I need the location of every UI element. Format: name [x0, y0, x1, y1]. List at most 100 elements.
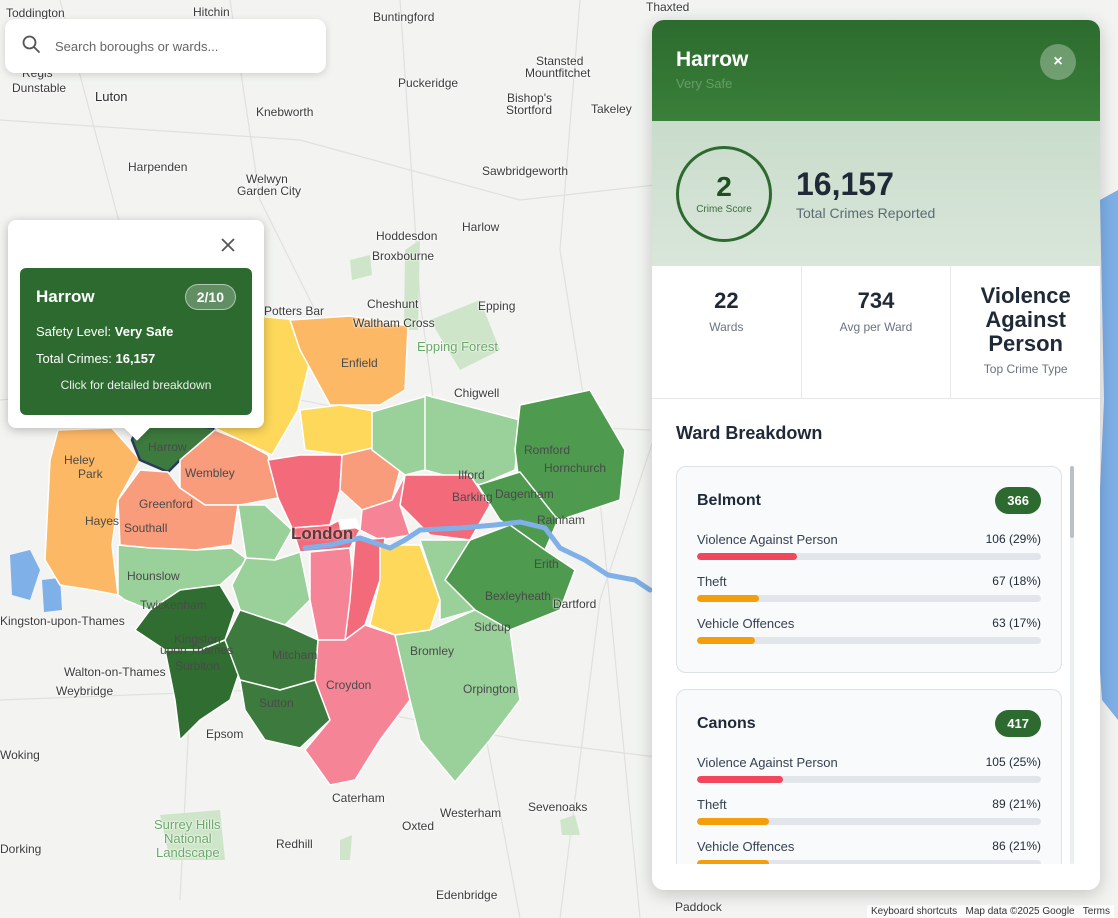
- ward-list-scrollbar[interactable]: [1070, 466, 1074, 864]
- crime-score-value: 2: [716, 171, 732, 202]
- crime-count: 86 (21%): [992, 839, 1041, 853]
- stat-avg-per-ward: 734 Avg per Ward: [802, 266, 952, 398]
- ward-name: Canons: [697, 714, 756, 732]
- ward-card[interactable]: Belmont 366 Violence Against Person 106 (…: [676, 466, 1062, 673]
- place-label: Romford: [524, 443, 571, 457]
- place-label: Edenbridge: [436, 888, 498, 902]
- crime-type: Theft: [697, 797, 727, 812]
- place-label: Buntingford: [373, 10, 435, 24]
- place-label: Bromley: [410, 644, 455, 658]
- panel-subtitle: Very Safe: [676, 76, 733, 91]
- place-label: Enfield: [341, 356, 378, 370]
- crime-bar: [697, 860, 1041, 864]
- place-label: Mitcham: [272, 648, 318, 662]
- place-label: Puckeridge: [398, 76, 459, 90]
- stat-label: Avg per Ward: [839, 320, 913, 334]
- place-label: Dartford: [553, 597, 597, 611]
- terms-link[interactable]: Terms: [1082, 906, 1110, 917]
- stat-value: 22: [714, 288, 739, 313]
- place-label: Kingston: [174, 632, 221, 646]
- place-label: Cheshunt: [367, 297, 419, 311]
- place-label: Hoddesdon: [376, 229, 438, 243]
- popup-card[interactable]: Harrow 2/10 Safety Level: Very Safe Tota…: [20, 268, 252, 415]
- crime-bar: [697, 595, 1041, 602]
- place-label: Garden City: [237, 184, 302, 198]
- borough-popup: Harrow 2/10 Safety Level: Very Safe Tota…: [8, 220, 264, 428]
- stat-label: Top Crime Type: [983, 362, 1068, 376]
- place-label: Southall: [124, 521, 168, 535]
- crime-score-ring: 2 Crime Score: [676, 145, 772, 242]
- close-icon: [221, 238, 235, 252]
- ward-card[interactable]: Canons 417 Violence Against Person 105 (2…: [676, 689, 1062, 864]
- place-label: Potters Bar: [264, 304, 325, 318]
- popup-safety-row: Safety Level: Very Safe: [36, 324, 236, 339]
- stat-wards: 22 Wards: [652, 266, 802, 398]
- search-input[interactable]: [55, 38, 295, 54]
- panel-header: Harrow Very Safe ×: [652, 20, 1100, 121]
- place-label: Park: [78, 467, 103, 481]
- place-label: Luton: [95, 89, 128, 104]
- place-label: Caterham: [332, 791, 385, 805]
- crime-bar: [697, 553, 1041, 560]
- search-icon: [21, 34, 41, 59]
- popup-hint: Click for detailed breakdown: [60, 378, 212, 392]
- crime-type: Vehicle Offences: [697, 839, 795, 854]
- stat-top-crime: Violence Against Person Top Crime Type: [951, 266, 1100, 398]
- place-label: Dunstable: [12, 81, 67, 95]
- place-label: Chigwell: [454, 386, 500, 400]
- crime-bar: [697, 818, 1041, 825]
- place-label: Sevenoaks: [528, 800, 588, 814]
- stat-label: Wards: [709, 320, 744, 334]
- place-label: Stansted: [536, 54, 584, 68]
- ward-list[interactable]: Belmont 366 Violence Against Person 106 (…: [676, 466, 1070, 864]
- place-label: Harrow: [148, 440, 187, 454]
- crime-count: 106 (29%): [985, 532, 1041, 546]
- place-label: Woking: [0, 748, 40, 762]
- ward-name: Belmont: [697, 491, 761, 509]
- popup-safety-value: Very Safe: [114, 324, 174, 339]
- borough-detail-panel: Harrow Very Safe × 2 Crime Score 16,157 …: [652, 20, 1100, 890]
- search-bar: [5, 19, 326, 73]
- keyboard-shortcuts-link[interactable]: Keyboard shortcuts: [870, 906, 958, 917]
- map-attribution: Keyboard shortcuts Map data ©2025 Google…: [866, 905, 1114, 918]
- place-label: Barking: [452, 490, 493, 504]
- score-band: 2 Crime Score 16,157 Total Crimes Report…: [652, 121, 1100, 266]
- popup-close-button[interactable]: [216, 234, 240, 256]
- popup-safety-label: Safety Level:: [36, 324, 112, 339]
- total-crimes-value: 16,157: [796, 166, 894, 202]
- total-crimes: 16,157 Total Crimes Reported: [796, 166, 935, 221]
- crime-bar-fill: [697, 637, 756, 644]
- crime-bar-fill: [697, 776, 783, 783]
- popup-crimes-row: Total Crimes: 16,157: [36, 351, 236, 366]
- place-label-london: London: [291, 524, 354, 543]
- place-label: Westerham: [440, 806, 502, 820]
- place-label: Redhill: [276, 837, 313, 851]
- place-label: Kingston-upon-Thames: [0, 614, 125, 628]
- place-label: Hayes: [85, 514, 120, 528]
- panel-title: Harrow: [676, 48, 749, 71]
- crime-type: Vehicle Offences: [697, 616, 795, 631]
- panel-close-button[interactable]: ×: [1040, 44, 1076, 80]
- place-label: Hornchurch: [544, 461, 607, 475]
- place-label: Sutton: [259, 696, 294, 710]
- close-icon: ×: [1053, 53, 1063, 70]
- place-label: Thaxted: [646, 0, 690, 14]
- place-label: Toddington: [6, 6, 65, 20]
- crime-count: 89 (21%): [992, 797, 1041, 811]
- place-label: Twickenham: [140, 598, 207, 612]
- place-label: Ilford: [458, 468, 485, 482]
- place-label: Rainham: [537, 513, 586, 527]
- crime-bar: [697, 637, 1041, 644]
- crime-count: 67 (18%): [992, 574, 1041, 588]
- place-label: Sawbridgeworth: [482, 164, 569, 178]
- scrollbar-thumb[interactable]: [1070, 466, 1074, 538]
- stat-value: Violence Against Person: [980, 283, 1071, 356]
- place-label: Dorking: [0, 842, 42, 856]
- total-crimes-label: Total Crimes Reported: [796, 205, 936, 221]
- place-label: Epsom: [206, 727, 244, 741]
- place-label: Bexleyheath: [485, 589, 552, 603]
- place-label: Bishop's: [507, 91, 552, 105]
- crime-count: 105 (25%): [985, 755, 1041, 769]
- crime-bar-fill: [697, 818, 770, 825]
- place-label: Epping: [478, 299, 516, 313]
